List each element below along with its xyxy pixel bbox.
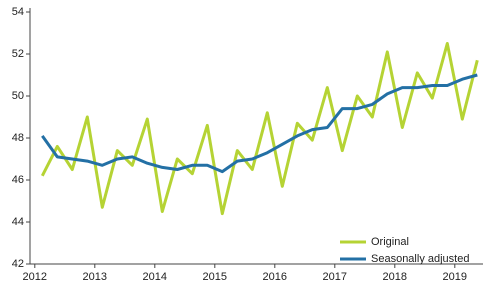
- y-tick-label: 54: [12, 6, 24, 18]
- y-tick-label: 42: [12, 258, 24, 270]
- x-tick-label: 2019: [443, 271, 467, 283]
- y-tick-label: 52: [12, 48, 24, 60]
- y-tick-label: 50: [12, 90, 24, 102]
- x-tick-label: 2012: [23, 271, 47, 283]
- y-tick-label: 48: [12, 132, 24, 144]
- y-tick-label: 44: [12, 216, 24, 228]
- y-tick-label: 46: [12, 174, 24, 186]
- x-tick-label: 2013: [83, 271, 107, 283]
- x-tick-label: 2018: [383, 271, 407, 283]
- x-tick-label: 2014: [143, 271, 167, 283]
- x-tick-label: 2016: [263, 271, 287, 283]
- legend-label: Original: [371, 236, 409, 248]
- legend-label: Seasonally adjusted: [371, 253, 469, 265]
- x-tick-label: 2017: [323, 271, 347, 283]
- x-tick-label: 2015: [203, 271, 227, 283]
- series-line: [40, 42, 479, 216]
- series-line: [41, 73, 478, 174]
